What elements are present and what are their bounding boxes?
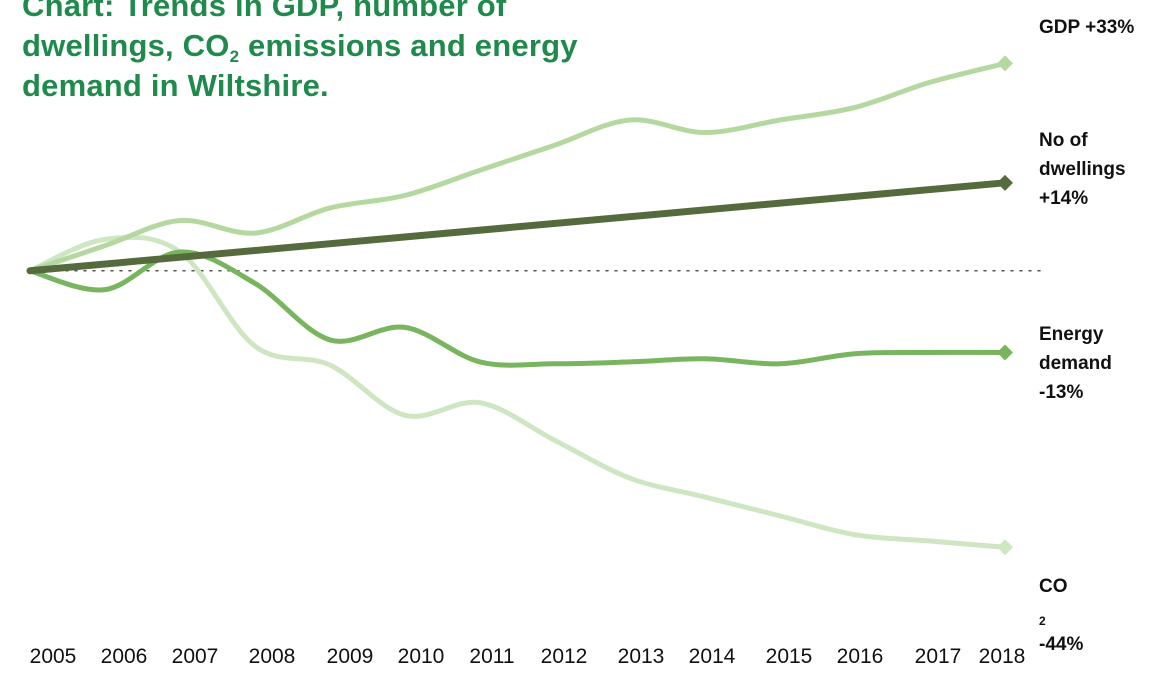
title-co2-subscript: 2 bbox=[229, 47, 240, 66]
x-tick-2015: 2015 bbox=[765, 645, 813, 668]
x-tick-2008: 2008 bbox=[248, 645, 296, 668]
title-line-2: dwellings, CO2 emissions and energy bbox=[22, 26, 782, 66]
x-tick-2011: 2011 bbox=[469, 645, 515, 668]
co2-label-subscript: 2 bbox=[1039, 614, 1046, 628]
x-tick-2016: 2016 bbox=[836, 645, 884, 668]
dwellings-end-marker bbox=[997, 174, 1013, 191]
energy-label-line-3: -13% bbox=[1039, 382, 1084, 403]
title-line-3: demand in Wiltshire. bbox=[22, 68, 329, 103]
co2-end-label: CO 2 -44% bbox=[1039, 572, 1083, 659]
x-tick-2009: 2009 bbox=[326, 645, 374, 668]
series-layer bbox=[26, 55, 1013, 556]
dwellings-label-line-3: +14% bbox=[1039, 188, 1089, 209]
dwellings-end-label: No of dwellings +14% bbox=[1039, 126, 1126, 213]
energy-label-line-1: Energy bbox=[1039, 324, 1104, 345]
energy-end-marker bbox=[997, 344, 1013, 361]
gdp-end-label: GDP +33% bbox=[1039, 13, 1134, 42]
x-tick-2017: 2017 bbox=[914, 645, 962, 668]
title-line-2-end: emissions and energy bbox=[239, 28, 578, 63]
co2-line bbox=[27, 234, 1008, 550]
title-line-1: Chart: Trends in GDP, number of bbox=[22, 0, 507, 23]
x-tick-2006: 2006 bbox=[100, 645, 148, 668]
dwellings-label-line-2: dwellings bbox=[1039, 159, 1126, 180]
x-tick-2005: 2005 bbox=[29, 645, 77, 668]
x-tick-2007: 2007 bbox=[171, 645, 219, 668]
x-tick-2010: 2010 bbox=[397, 645, 445, 668]
chart-title: Chart: Trends in GDP, number of dwelling… bbox=[22, 0, 782, 106]
x-tick-2018: 2018 bbox=[978, 645, 1026, 668]
x-tick-2013: 2013 bbox=[617, 645, 665, 668]
co2-label-text: CO 2 -44% bbox=[1039, 572, 1083, 659]
x-tick-2012: 2012 bbox=[540, 645, 588, 668]
x-tick-2014: 2014 bbox=[688, 645, 736, 668]
title-line-2-start: dwellings, CO bbox=[22, 28, 230, 63]
dwellings-label-line-1: No of bbox=[1039, 130, 1088, 151]
gdp-line bbox=[27, 60, 1008, 274]
energy-line bbox=[27, 249, 1008, 368]
co2-label-prefix: CO bbox=[1039, 576, 1068, 597]
co2-label-suffix: -44% bbox=[1039, 634, 1084, 655]
energy-end-label: Energy demand -13% bbox=[1039, 320, 1112, 407]
energy-label-line-2: demand bbox=[1039, 353, 1112, 374]
dwellings-line bbox=[26, 179, 1009, 275]
co2-end-marker bbox=[997, 539, 1013, 556]
gdp-label-line-1: GDP +33% bbox=[1039, 17, 1135, 38]
gdp-end-marker bbox=[997, 55, 1013, 72]
